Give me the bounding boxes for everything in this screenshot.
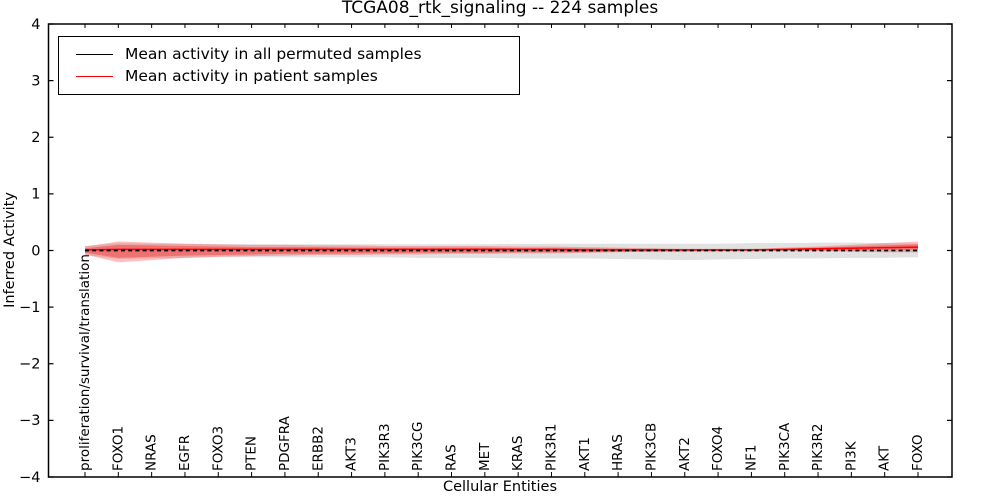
patient-line-swatch [76,76,113,78]
x-category-label: KRAS [510,436,526,472]
y-tick-label: 2 [31,130,40,146]
x-category-label: MET [477,442,493,471]
x-category-label: ERBB2 [310,426,326,471]
band-patient-samples-range-inner [85,244,918,258]
x-category-label: FOXO [910,434,926,471]
x-category-label: AKT2 [677,437,693,471]
x-category-label: EGFR [177,435,193,471]
y-axis-label: Inferred Activity [2,192,18,308]
x-category-label: FOXO4 [710,426,726,471]
y-tick-label: −3 [19,413,40,429]
legend-row-permuted: Mean activity in all permuted samples [59,44,519,63]
y-tick-label: −2 [19,357,40,373]
x-category-label: PIK3CA [777,422,793,471]
x-category-label: PTEN [244,436,260,471]
band-permuted-samples-range [85,242,918,261]
x-category-label: AKT1 [577,437,593,471]
x-category-label: NF1 [743,445,759,471]
x-category-label: PIK3R1 [544,423,560,471]
x-category-label: PIK3CG [410,422,426,471]
y-tick-label: 3 [31,73,40,89]
band-patient-samples-range-outer [85,241,918,263]
x-category-label: NRAS [144,434,160,471]
legend: Mean activity in all permuted samples Me… [58,36,520,95]
x-category-label: AKT [877,445,893,471]
permuted-line-swatch [76,53,113,55]
x-category-label: FOXO3 [210,426,226,471]
series-line-mean-activity-in-patient-samples [84,246,919,251]
x-category-label: PI3K [843,440,859,471]
x-axis-label: Cellular Entities [442,479,558,495]
y-tick-label: −1 [19,300,40,316]
y-tick-label: 4 [31,17,40,33]
x-category-label: PIK3R2 [810,423,826,471]
y-tick-label: −4 [19,470,40,486]
y-tick-label: 0 [31,243,40,259]
x-category-label: PIK3CB [643,423,659,471]
x-category-label: RAS [444,444,460,471]
x-category-label: AKT3 [344,437,360,471]
x-category-label: PIK3R3 [377,423,393,471]
y-tick-label: 1 [31,187,40,203]
legend-label-patient: Mean activity in patient samples [125,67,378,85]
x-category-label: HRAS [610,434,626,471]
x-category-label: FOXO1 [110,426,126,471]
chart-title: TCGA08_rtk_signaling -- 224 samples [341,0,659,18]
x-category-label: proliferation/survival/translation [77,254,93,471]
x-category-label: PDGFRA [277,415,293,471]
legend-row-patient: Mean activity in patient samples [59,67,519,85]
legend-label-permuted: Mean activity in all permuted samples [125,44,422,63]
